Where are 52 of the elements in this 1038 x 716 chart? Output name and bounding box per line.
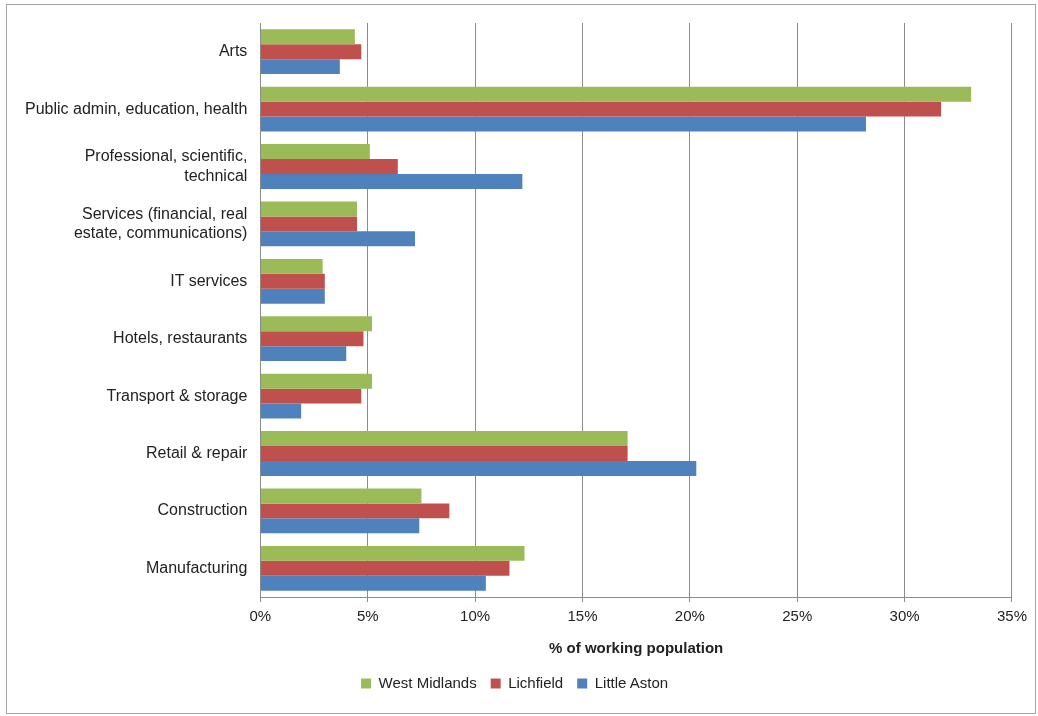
y-tick-label: Retail & repair [145,443,249,461]
bar [260,159,398,174]
legend-label: Lichfield [508,673,564,691]
bar [260,560,510,576]
x-tick-label: 30% [889,607,920,625]
bar [260,503,450,519]
legend-label: Little Aston [594,673,669,691]
bar [260,288,325,304]
bar [260,101,942,117]
bar [260,446,628,461]
bar [260,403,302,419]
bar [260,575,486,591]
bar [260,518,420,534]
x-tick-label: 5% [356,607,379,625]
y-tick-label: Hotels, restaurants [113,329,248,347]
x-tick-label: 35% [996,607,1027,625]
legend-label: West Midlands [378,673,477,691]
bar [260,331,364,347]
x-tick-label: 0% [249,607,272,625]
bar [260,144,370,160]
bar [260,273,325,289]
bar [260,346,347,362]
bar [260,216,357,232]
y-tick-label: Construction [157,501,248,519]
bar [260,173,523,189]
y-tick-label: Transport & storage [106,386,248,404]
bar [260,59,340,75]
bar [260,460,697,476]
bar [260,545,525,561]
y-tick-label: Professional, scientific, technical [84,147,248,184]
bar [260,116,866,132]
x-tick-label: 10% [460,607,491,625]
bar [260,86,972,102]
bar [260,488,422,504]
bar [260,258,323,274]
y-tick-label: Manufacturing [145,558,248,576]
y-tick-label: Arts [218,42,248,60]
bar [260,29,355,45]
bar [260,431,628,447]
bar [260,373,373,389]
y-tick-label: Services (financial, real estate, communications) [73,204,248,241]
x-tick-label: 25% [782,607,813,625]
x-axis-title: % of working population [549,639,724,657]
bar [260,231,415,247]
bar [260,388,362,404]
bar [260,316,373,332]
x-tick-label: 15% [567,607,598,625]
y-tick-label: Public admin, education, health [24,99,248,117]
y-tick-label: IT services [170,271,248,289]
x-tick-label: 20% [674,607,705,625]
bar [260,201,357,217]
bar [260,44,362,60]
